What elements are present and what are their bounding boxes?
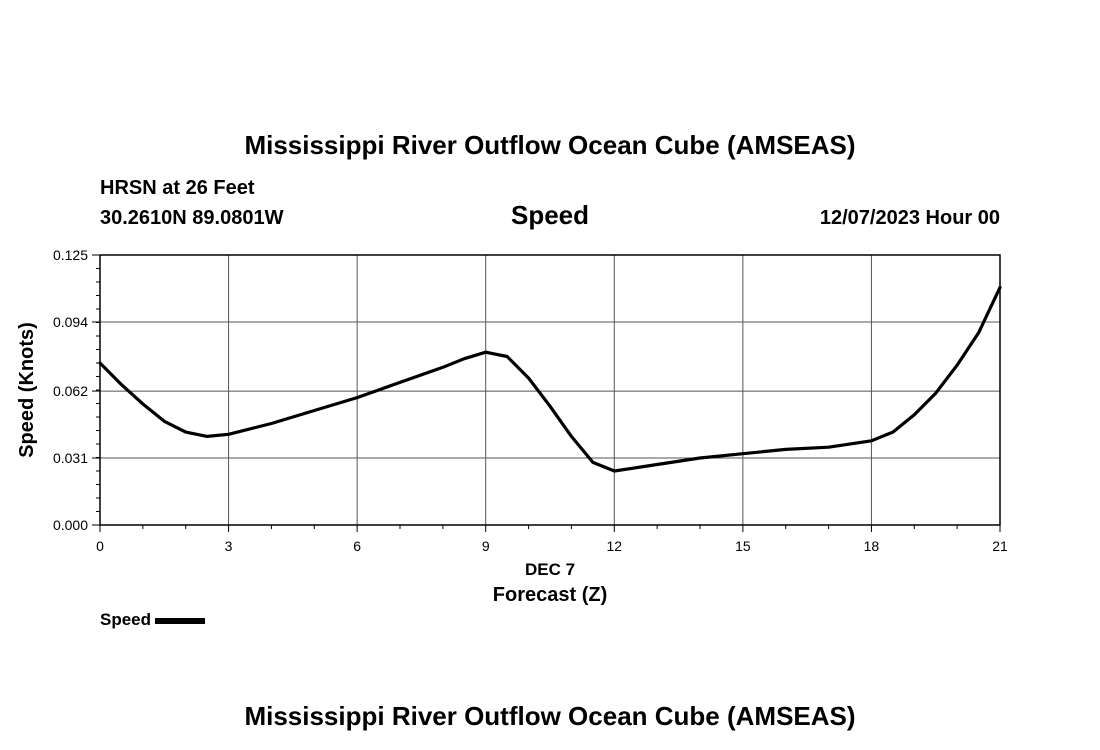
legend-label: Speed [100,610,152,629]
x-axis-label: Forecast (Z) [493,584,607,606]
x-tick-label: 15 [735,538,751,554]
y-tick-label: 0.062 [53,383,88,399]
footer-title: Mississippi River Outflow Ocean Cube (AM… [244,701,856,731]
x-tick-label: 9 [482,538,490,554]
variable-title: Speed [510,200,590,230]
y-tick-label: 0.094 [53,314,88,330]
series-line-speed [98,285,1002,473]
forecast-datetime: 12/07/2023 Hour 00 [819,207,1000,229]
y-tick-label: 0.031 [53,450,88,466]
x-date-label: DEC 7 [525,560,575,579]
y-tick-label: 0.125 [53,247,88,263]
y-axis-label: Speed (Knots) [16,322,38,458]
y-tick-label: 0.000 [53,517,88,533]
x-tick-label: 6 [353,538,361,554]
plot-frame [99,254,1001,526]
main-title: Mississippi River Outflow Ocean Cube (AM… [244,130,856,160]
legend: Speed [100,610,206,630]
x-tick-label: 0 [96,538,104,554]
legend-swatch [155,618,206,624]
x-tick-label: 18 [864,538,880,554]
x-tick-label: 3 [225,538,233,554]
location-coordinates: 30.2610N 89.0801W [100,207,284,229]
location-name: HRSN at 26 Feet [100,177,255,199]
x-tick-label: 21 [992,538,1008,554]
x-tick-label: 12 [606,538,622,554]
